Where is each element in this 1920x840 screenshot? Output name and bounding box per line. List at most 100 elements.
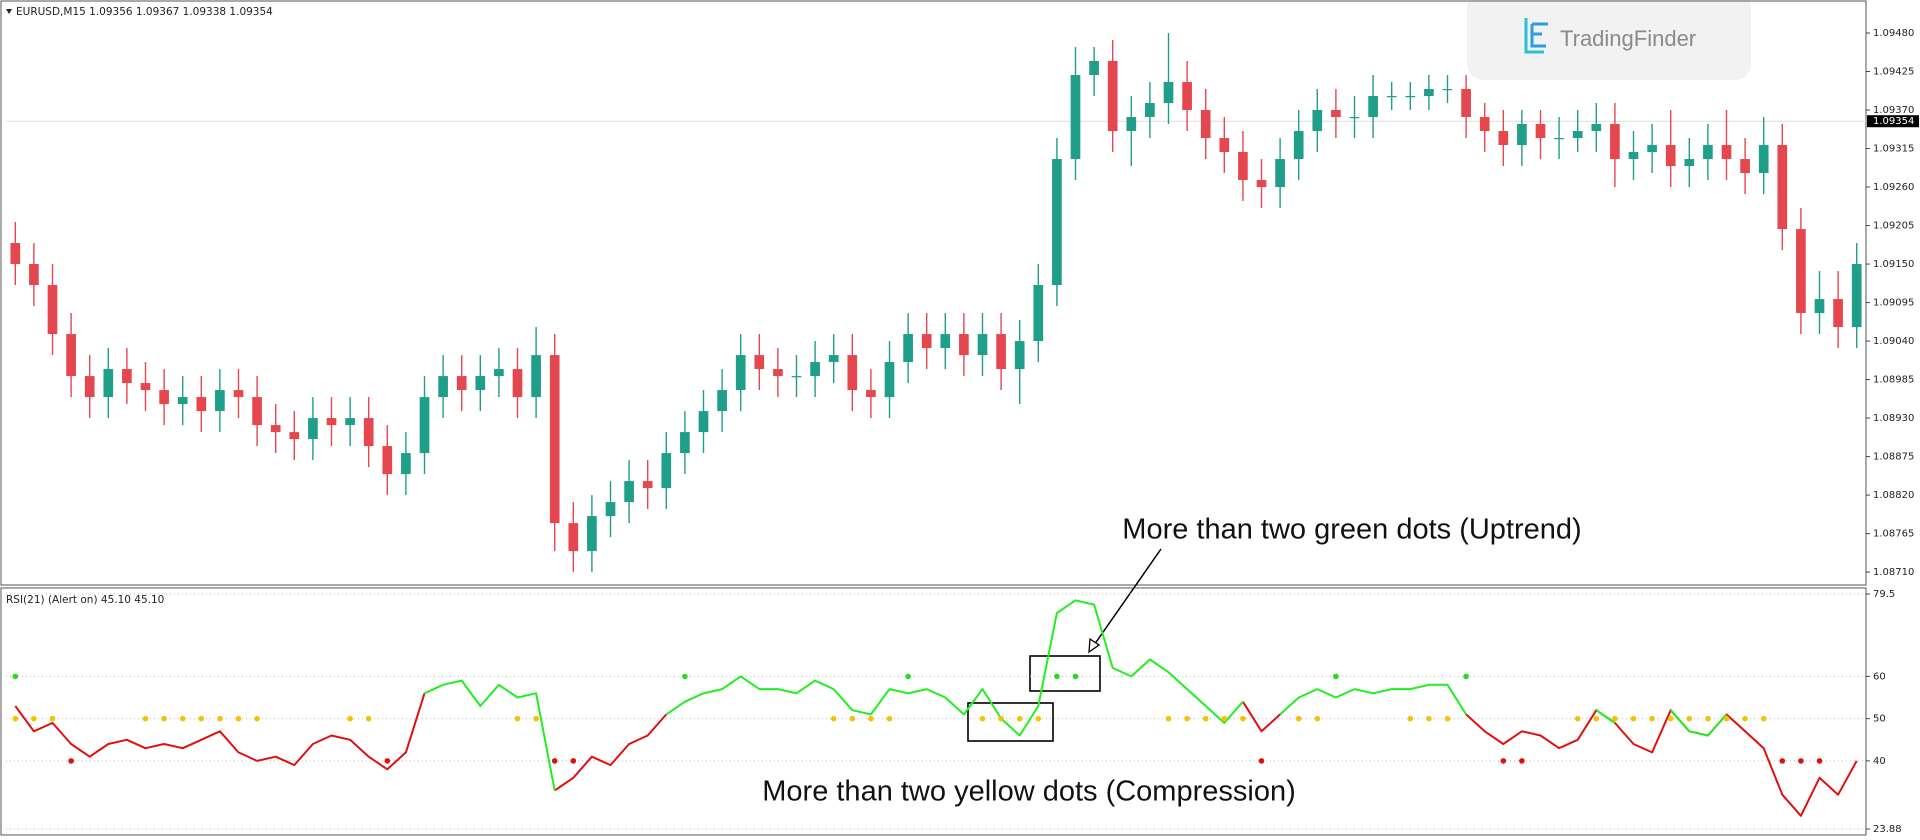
candle-body	[921, 334, 932, 349]
candle-body	[642, 481, 653, 489]
signal-dot	[886, 715, 893, 722]
candle-body	[345, 418, 355, 426]
y-tick-label: 40	[1873, 756, 1886, 767]
signal-dot	[849, 715, 856, 722]
candle-body	[29, 264, 39, 286]
signal-dot	[1202, 715, 1209, 722]
signal-dot	[1649, 715, 1655, 722]
signal-dot	[365, 715, 372, 722]
candle-body	[326, 418, 337, 426]
signal-dot	[1816, 758, 1823, 764]
candle-body	[1535, 124, 1546, 139]
candle-body	[10, 243, 21, 265]
candle-body	[1572, 131, 1583, 139]
signal-dot	[1016, 715, 1023, 722]
candle-body	[1647, 145, 1657, 153]
signal-dot	[1760, 715, 1767, 722]
signal-dot	[1314, 715, 1321, 722]
signal-dot	[1426, 715, 1432, 722]
y-tick-label: 1.08765	[1873, 529, 1914, 540]
signal-dot	[12, 673, 19, 680]
candle-body	[549, 355, 560, 524]
signal-dot	[31, 715, 37, 722]
y-tick-label: 1.09425	[1873, 67, 1914, 78]
highlight-box-green	[1029, 655, 1101, 692]
candle-body	[977, 334, 988, 356]
signal-dot	[830, 715, 837, 722]
candle-body	[363, 418, 374, 447]
signal-dot	[1779, 758, 1786, 764]
y-tick-label: 23.88	[1873, 824, 1902, 835]
signal-dot	[1333, 673, 1339, 680]
candle-body	[1331, 110, 1341, 118]
y-tick-label: 60	[1873, 671, 1886, 682]
candle-body	[1610, 124, 1620, 160]
candle-body	[289, 432, 300, 440]
y-tick-label: 79.5	[1873, 589, 1895, 600]
annotation: More than two green dots (Uptrend)	[1122, 514, 1581, 546]
signal-dot	[1500, 758, 1507, 764]
signal-dot	[1705, 715, 1711, 722]
signal-dot	[68, 758, 74, 764]
candle-body	[47, 285, 58, 335]
signal-dot	[1035, 715, 1042, 722]
candle-body	[512, 369, 523, 398]
candle-body	[1145, 103, 1155, 118]
candle-body	[1703, 145, 1713, 160]
candle-body	[1349, 117, 1360, 119]
y-tick-label: 1.08820	[1873, 490, 1914, 501]
rsi-line	[424, 599, 1728, 791]
signal-dot	[905, 673, 911, 680]
signal-dot	[570, 758, 577, 764]
signal-dot	[254, 715, 260, 722]
candle-body	[1554, 138, 1564, 140]
y-tick-label: 1.09315	[1873, 144, 1914, 155]
y-tick-label: 1.09205	[1873, 221, 1914, 232]
candle-body	[1814, 299, 1825, 314]
signal-dot	[1072, 673, 1079, 680]
candle-body	[1033, 285, 1044, 342]
signal-dot	[1184, 715, 1190, 722]
watermark-text: TradingFinder	[1560, 26, 1696, 51]
candle-body	[1070, 75, 1081, 160]
candle-body	[1665, 145, 1676, 167]
candle-body	[568, 523, 579, 552]
signal-dot	[1667, 715, 1674, 722]
arrow-head	[1088, 637, 1101, 654]
candle-body	[140, 383, 151, 391]
candle-body	[401, 453, 411, 475]
candle-body	[1740, 159, 1750, 174]
y-tick-label: 1.09370	[1873, 105, 1914, 116]
watermark-box	[1467, 0, 1751, 80]
annotation-arrow	[1091, 548, 1162, 649]
candle-body	[735, 355, 746, 391]
panel-title: RSI(21) (Alert on) 45.10 45.10	[6, 594, 164, 606]
signal-dot	[198, 715, 205, 722]
candle-body	[1721, 145, 1732, 160]
candle-body	[475, 376, 486, 391]
candle-body	[1591, 124, 1602, 132]
candle-body	[1777, 145, 1788, 230]
candle-body	[810, 362, 820, 377]
signal-dot	[384, 758, 391, 764]
candle-body	[940, 334, 951, 349]
candle-body	[1219, 138, 1230, 153]
y-tick-label: 1.08930	[1873, 413, 1914, 424]
signal-dot	[998, 715, 1004, 722]
candle-body	[456, 376, 467, 391]
signal-dot	[1686, 715, 1693, 722]
signal-dot	[1054, 673, 1060, 680]
candle-body	[1052, 159, 1062, 286]
y-tick-label: 1.08985	[1873, 375, 1914, 386]
signal-dot	[1258, 758, 1265, 764]
signal-dot	[1798, 758, 1804, 764]
candle-body	[382, 446, 393, 475]
candle-body	[791, 376, 802, 378]
signal-dot	[1593, 715, 1600, 722]
last-price-label: 1.09354	[1873, 116, 1914, 127]
candle-body	[866, 390, 876, 398]
candle-body	[1293, 131, 1304, 160]
y-tick-label: 1.09260	[1873, 182, 1914, 193]
